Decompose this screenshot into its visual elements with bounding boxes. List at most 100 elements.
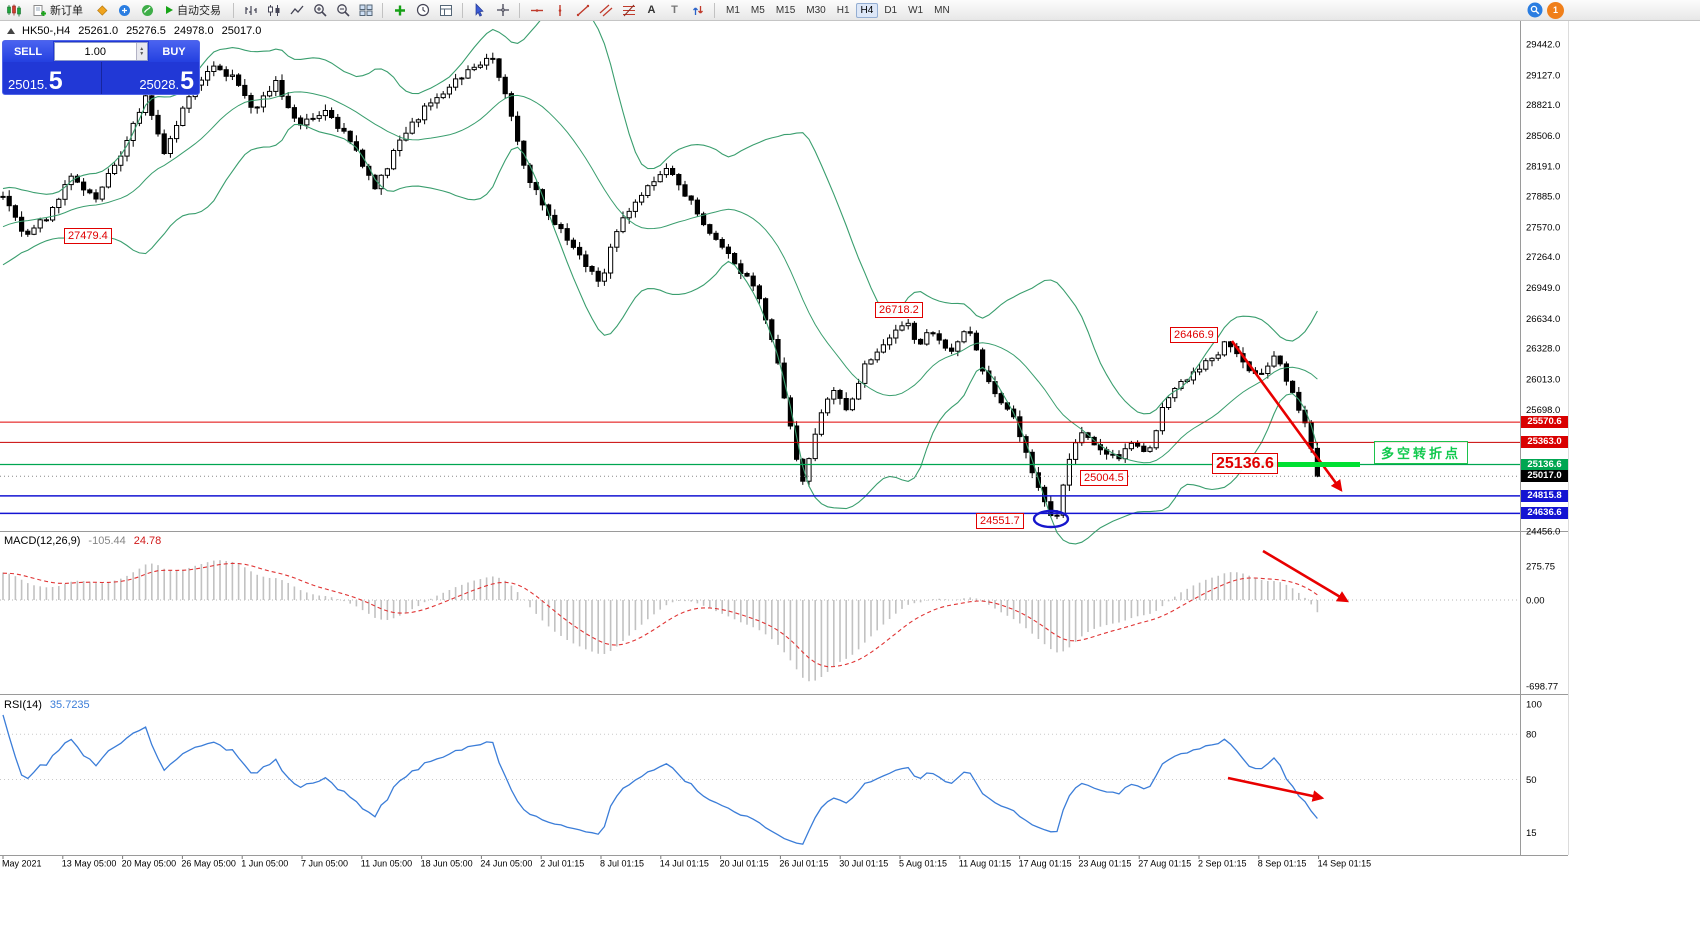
macd-scale-label: 0.00: [1526, 596, 1545, 607]
one-click-panel-toggle[interactable]: [7, 28, 15, 34]
time-axis-label: 11 Jun 05:00: [361, 859, 412, 869]
sell-price-main: 25015.: [8, 77, 48, 92]
sell-price[interactable]: 25015. 5: [3, 62, 101, 94]
timeframe-m5[interactable]: M5: [750, 4, 765, 16]
macd-scale-label: -698.77: [1526, 682, 1558, 693]
market-icon[interactable]: [114, 1, 135, 19]
price-axis-label: 29127.0: [1526, 70, 1560, 81]
price-annotation-box[interactable]: 24551.7: [976, 513, 1024, 529]
time-axis-label: 8 Jul 01:15: [600, 859, 644, 869]
time-axis-label: 24 Jun 05:00: [480, 859, 532, 869]
price-axis-label: 26328.0: [1526, 344, 1560, 355]
macd-layer: 275.75 0.00 -698.77: [0, 560, 1558, 693]
turning-point-label[interactable]: 多空转折点: [1374, 441, 1469, 464]
macd-label: MACD(12,26,9) -105.44 24.78: [4, 535, 161, 547]
timeframe-h1[interactable]: H1: [836, 4, 850, 16]
channel-tool-button[interactable]: [595, 1, 616, 19]
mql5-icon[interactable]: [91, 1, 112, 19]
autotrading-button[interactable]: 自动交易: [160, 1, 227, 19]
chart-bars-button[interactable]: [240, 1, 261, 19]
timeframe-mn[interactable]: MN: [934, 4, 950, 16]
price-annotation-box[interactable]: 25004.5: [1080, 470, 1128, 486]
red-trend-arrow[interactable]: [1227, 776, 1325, 802]
zoom-in-button[interactable]: [309, 1, 330, 19]
rsi-scale-label: 50: [1526, 775, 1537, 786]
price-axis-label: 25698.0: [1526, 405, 1560, 416]
price-axis-label: 27264.0: [1526, 252, 1560, 263]
toolbar-separator: [714, 2, 715, 18]
signals-icon[interactable]: [137, 1, 158, 19]
time-axis-label: 26 May 05:00: [181, 859, 236, 869]
hline-tool-button[interactable]: [526, 1, 547, 19]
time-axis-label: 30 Jul 01:15: [839, 859, 888, 869]
macd-value-signal: 24.78: [133, 535, 162, 547]
price-annotation-box[interactable]: 26718.2: [875, 302, 923, 318]
indicators-button[interactable]: [389, 1, 410, 19]
periods-button[interactable]: [412, 1, 433, 19]
arrows-tool-button[interactable]: [687, 1, 708, 19]
volume-input[interactable]: [55, 43, 136, 60]
rsi-scale-label: 15: [1526, 828, 1537, 839]
low-highlight-ellipse[interactable]: [1032, 509, 1070, 529]
timeframe-d1[interactable]: D1: [884, 4, 898, 16]
text-tool-button[interactable]: A: [641, 1, 662, 19]
buy-price-main: 25028.: [139, 77, 180, 92]
time-axis-label: 14 Jul 01:15: [660, 859, 709, 869]
toolbar-separator: [462, 2, 463, 18]
chart-line-button[interactable]: [286, 1, 307, 19]
notifications-icon[interactable]: 1: [1547, 1, 1564, 19]
rsi-scale-label: 80: [1526, 730, 1537, 741]
ohlc-high: 25276.5: [126, 25, 166, 37]
buy-price[interactable]: 25028. 5: [100, 62, 200, 94]
time-axis-label: 2 Sep 01:15: [1198, 859, 1247, 869]
label-tool-button[interactable]: T: [664, 1, 685, 19]
symbol-period-label: HK50-,H4: [22, 25, 71, 37]
volume-spinner[interactable]: [135, 43, 147, 60]
new-order-button[interactable]: 新订单: [27, 1, 89, 19]
price-annotation-box[interactable]: 26466.9: [1170, 327, 1218, 343]
search-icon[interactable]: [1524, 1, 1545, 19]
fibonacci-tool-button[interactable]: [618, 1, 639, 19]
tile-windows-button[interactable]: [355, 1, 376, 19]
price-axis-label: 28506.0: [1526, 131, 1560, 142]
red-trend-arrow[interactable]: [1262, 549, 1350, 603]
time-axis-label: 1 Jun 05:00: [241, 859, 288, 869]
new-order-label: 新订单: [50, 5, 83, 17]
buy-button[interactable]: BUY: [149, 41, 199, 62]
time-axis-label: 13 May 05:00: [62, 859, 117, 869]
autotrading-play-icon: [166, 6, 173, 14]
crosshair-button[interactable]: [492, 1, 513, 19]
time-axis-label: 23 Aug 01:15: [1078, 859, 1131, 869]
candles-layer: [0, 52, 1321, 520]
time-axis-label: 14 Sep 01:15: [1318, 859, 1372, 869]
templates-button[interactable]: [435, 1, 456, 19]
time-axis-label: 11 Aug 01:15: [959, 859, 1011, 869]
cursor-button[interactable]: [469, 1, 490, 19]
timeframe-h4[interactable]: H4: [855, 2, 879, 18]
ohlc-low: 24978.0: [173, 25, 214, 37]
sell-button[interactable]: SELL: [3, 41, 53, 62]
price-annotation-box[interactable]: 27479.4: [64, 228, 112, 244]
main-toolbar: 新订单 自动交易: [0, 0, 1700, 21]
zoom-out-button[interactable]: [332, 1, 353, 19]
toolbar-separator: [233, 2, 234, 18]
vline-tool-button[interactable]: [549, 1, 570, 19]
volume-down-icon[interactable]: [139, 52, 144, 57]
time-axis-label: May 2021: [2, 859, 42, 869]
timeframe-w1[interactable]: W1: [908, 4, 924, 16]
trendline-tool-button[interactable]: [572, 1, 593, 19]
price-annotation-box[interactable]: 25136.6: [1212, 453, 1278, 474]
time-axis-label: 8 Sep 01:15: [1258, 859, 1307, 869]
macd-scale-label: 275.75: [1526, 562, 1555, 573]
bollinger-bands-layer: [2, 1, 1318, 545]
time-axis-label: 17 Aug 01:15: [1019, 859, 1072, 869]
toolbar-separator: [519, 2, 520, 18]
time-axis-label: 26 Jul 01:15: [779, 859, 828, 869]
timeframe-m15[interactable]: M15: [775, 4, 796, 16]
chart-candles-button[interactable]: [263, 1, 284, 19]
timeframe-m30[interactable]: M30: [806, 4, 826, 16]
timeframe-m1[interactable]: M1: [726, 4, 740, 16]
app-chart-icon: [4, 1, 25, 19]
